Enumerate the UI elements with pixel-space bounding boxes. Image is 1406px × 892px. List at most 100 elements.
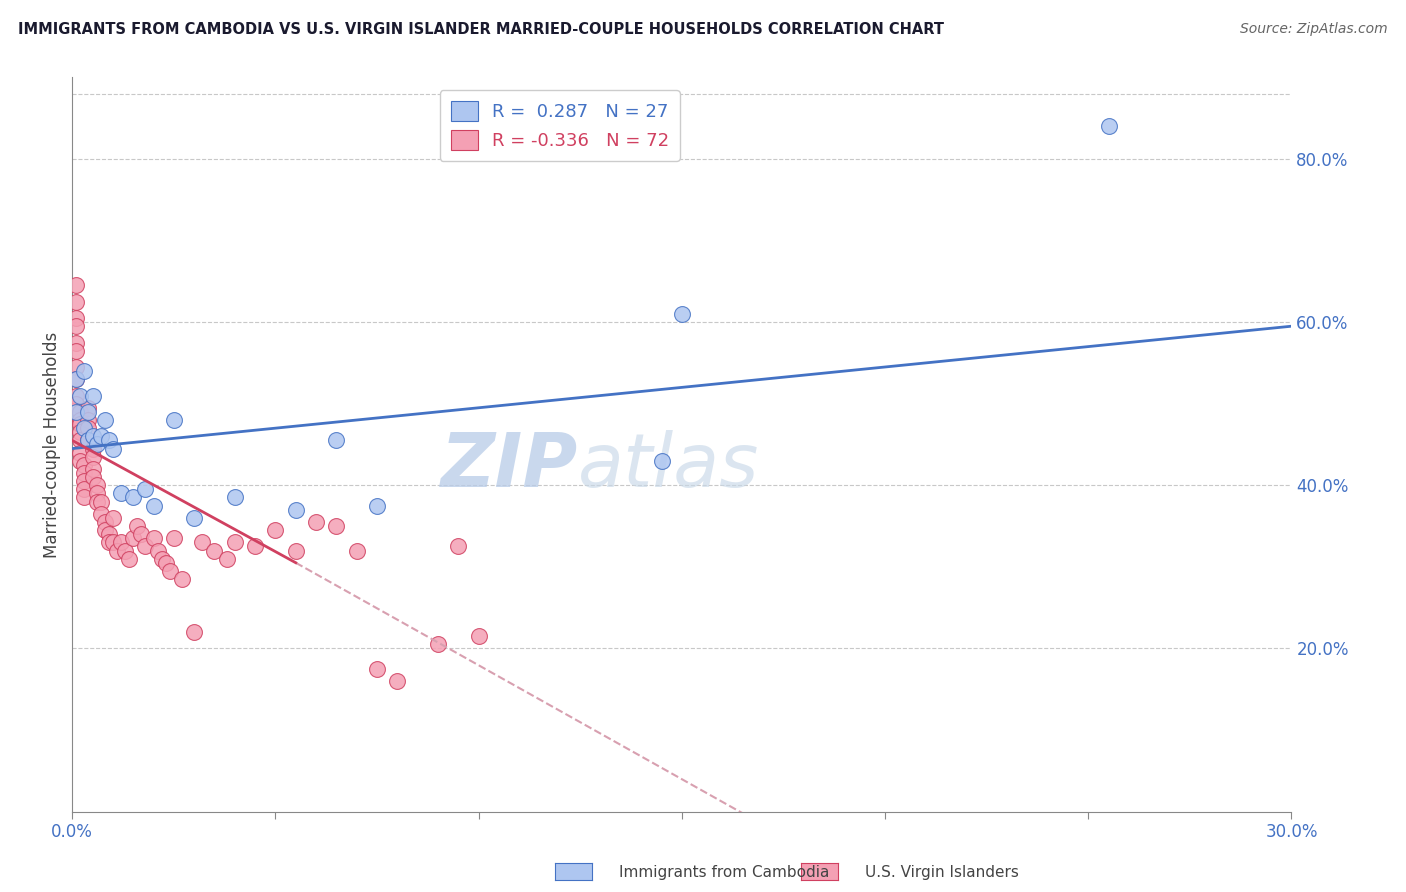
Point <box>69 417 91 431</box>
Point <box>110 486 132 500</box>
Point <box>77 434 100 448</box>
Point <box>73 491 96 505</box>
Point <box>90 429 112 443</box>
Point <box>366 662 388 676</box>
Point <box>134 483 156 497</box>
Point <box>73 458 96 472</box>
Point <box>224 535 246 549</box>
Point <box>284 502 307 516</box>
Point <box>82 450 104 464</box>
Text: Source: ZipAtlas.com: Source: ZipAtlas.com <box>1240 22 1388 37</box>
Point <box>122 491 145 505</box>
Point <box>284 543 307 558</box>
Point <box>110 535 132 549</box>
Point <box>69 445 91 459</box>
Point <box>122 531 145 545</box>
Point <box>65 335 87 350</box>
Point <box>77 401 100 415</box>
Point <box>65 359 87 374</box>
Point <box>163 413 186 427</box>
Point <box>159 564 181 578</box>
Point <box>97 527 120 541</box>
Point <box>69 434 91 448</box>
Point <box>142 499 165 513</box>
Point <box>77 421 100 435</box>
Point <box>447 540 470 554</box>
Point <box>73 364 96 378</box>
Point <box>127 519 149 533</box>
Point <box>146 543 169 558</box>
Legend: R =  0.287   N = 27, R = -0.336   N = 72: R = 0.287 N = 27, R = -0.336 N = 72 <box>440 90 681 161</box>
Text: ZIP: ZIP <box>441 430 578 503</box>
Point <box>73 474 96 488</box>
Point <box>170 572 193 586</box>
Text: IMMIGRANTS FROM CAMBODIA VS U.S. VIRGIN ISLANDER MARRIED-COUPLE HOUSEHOLDS CORRE: IMMIGRANTS FROM CAMBODIA VS U.S. VIRGIN … <box>18 22 945 37</box>
Point <box>427 637 450 651</box>
Point <box>150 551 173 566</box>
Point <box>215 551 238 566</box>
Point <box>69 413 91 427</box>
Point <box>467 629 489 643</box>
Point <box>131 527 153 541</box>
Point <box>82 462 104 476</box>
Point <box>65 372 87 386</box>
Point <box>346 543 368 558</box>
Point <box>69 454 91 468</box>
Point <box>86 437 108 451</box>
Point <box>105 543 128 558</box>
Point <box>114 543 136 558</box>
Point <box>77 434 100 448</box>
Point <box>65 294 87 309</box>
Point <box>305 515 328 529</box>
Point <box>90 494 112 508</box>
Point <box>93 523 115 537</box>
Point <box>97 535 120 549</box>
Point <box>65 311 87 326</box>
Point <box>101 511 124 525</box>
Y-axis label: Married-couple Households: Married-couple Households <box>44 331 60 558</box>
Point <box>97 434 120 448</box>
Point <box>82 442 104 456</box>
Point <box>73 421 96 435</box>
Point <box>65 397 87 411</box>
Text: atlas: atlas <box>578 431 759 502</box>
Point <box>387 673 409 688</box>
Point <box>77 413 100 427</box>
Point <box>86 486 108 500</box>
Point <box>325 434 347 448</box>
Point <box>69 405 91 419</box>
Point <box>183 511 205 525</box>
Point <box>264 523 287 537</box>
Point <box>163 531 186 545</box>
Point <box>65 343 87 358</box>
Point <box>82 470 104 484</box>
Point <box>86 478 108 492</box>
Point <box>204 543 226 558</box>
Point <box>191 535 214 549</box>
Point <box>65 372 87 386</box>
Point <box>69 425 91 440</box>
Point <box>93 515 115 529</box>
Point <box>65 388 87 402</box>
Point <box>118 551 141 566</box>
Text: U.S. Virgin Islanders: U.S. Virgin Islanders <box>865 865 1018 880</box>
Point <box>183 625 205 640</box>
Point <box>73 483 96 497</box>
Point <box>651 454 673 468</box>
Point <box>73 466 96 480</box>
Point <box>155 556 177 570</box>
Point <box>671 307 693 321</box>
Point <box>69 388 91 402</box>
Point <box>325 519 347 533</box>
Point <box>243 540 266 554</box>
Point <box>82 429 104 443</box>
Point <box>134 540 156 554</box>
Point <box>77 405 100 419</box>
Point <box>1097 120 1119 134</box>
Point <box>101 442 124 456</box>
Point <box>82 388 104 402</box>
Point <box>101 535 124 549</box>
Point <box>224 491 246 505</box>
Point <box>142 531 165 545</box>
Point <box>65 319 87 334</box>
